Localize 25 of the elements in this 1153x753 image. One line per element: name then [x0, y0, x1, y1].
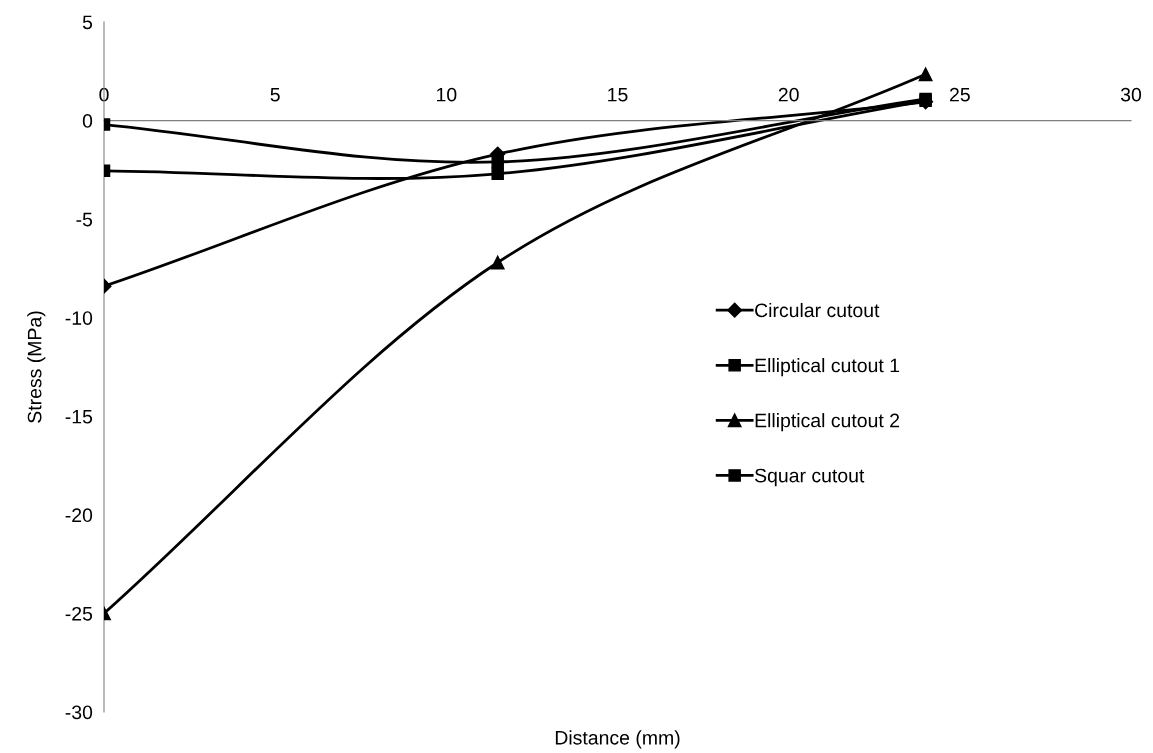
x-tick-label: 30	[1120, 87, 1142, 102]
y-tick-label: -20	[65, 508, 93, 523]
point	[490, 255, 505, 270]
x-tick-label: 10	[437, 87, 457, 102]
legend-label: Elliptical cutout 2	[755, 413, 900, 432]
x-axis-title: Distance (mm)	[555, 730, 680, 749]
y-tick-label: -15	[65, 409, 93, 424]
y-tick-label: 5	[82, 15, 93, 30]
legend-label: Circular cutout	[755, 302, 880, 318]
x-tick-label: 15	[608, 87, 628, 102]
y-tick-label: -30	[65, 705, 93, 720]
x-tick-label: 5	[270, 87, 280, 102]
y-tick-label: -5	[76, 212, 93, 227]
y-tick-label: -25	[65, 606, 93, 621]
y-tick-label: 0	[82, 114, 93, 128]
x-tick-label: 0	[99, 87, 109, 102]
y-tick-label: -10	[65, 311, 93, 325]
point	[491, 155, 504, 169]
y-axis-title: Stress (MPa)	[27, 311, 46, 423]
point	[918, 67, 933, 82]
point	[491, 167, 504, 181]
legend-label: Squar cutout	[754, 468, 865, 487]
x-tick-label: 20	[778, 87, 799, 102]
legend-label: Elliptical cutout 1	[755, 358, 900, 377]
x-tick-label: 25	[950, 87, 970, 102]
